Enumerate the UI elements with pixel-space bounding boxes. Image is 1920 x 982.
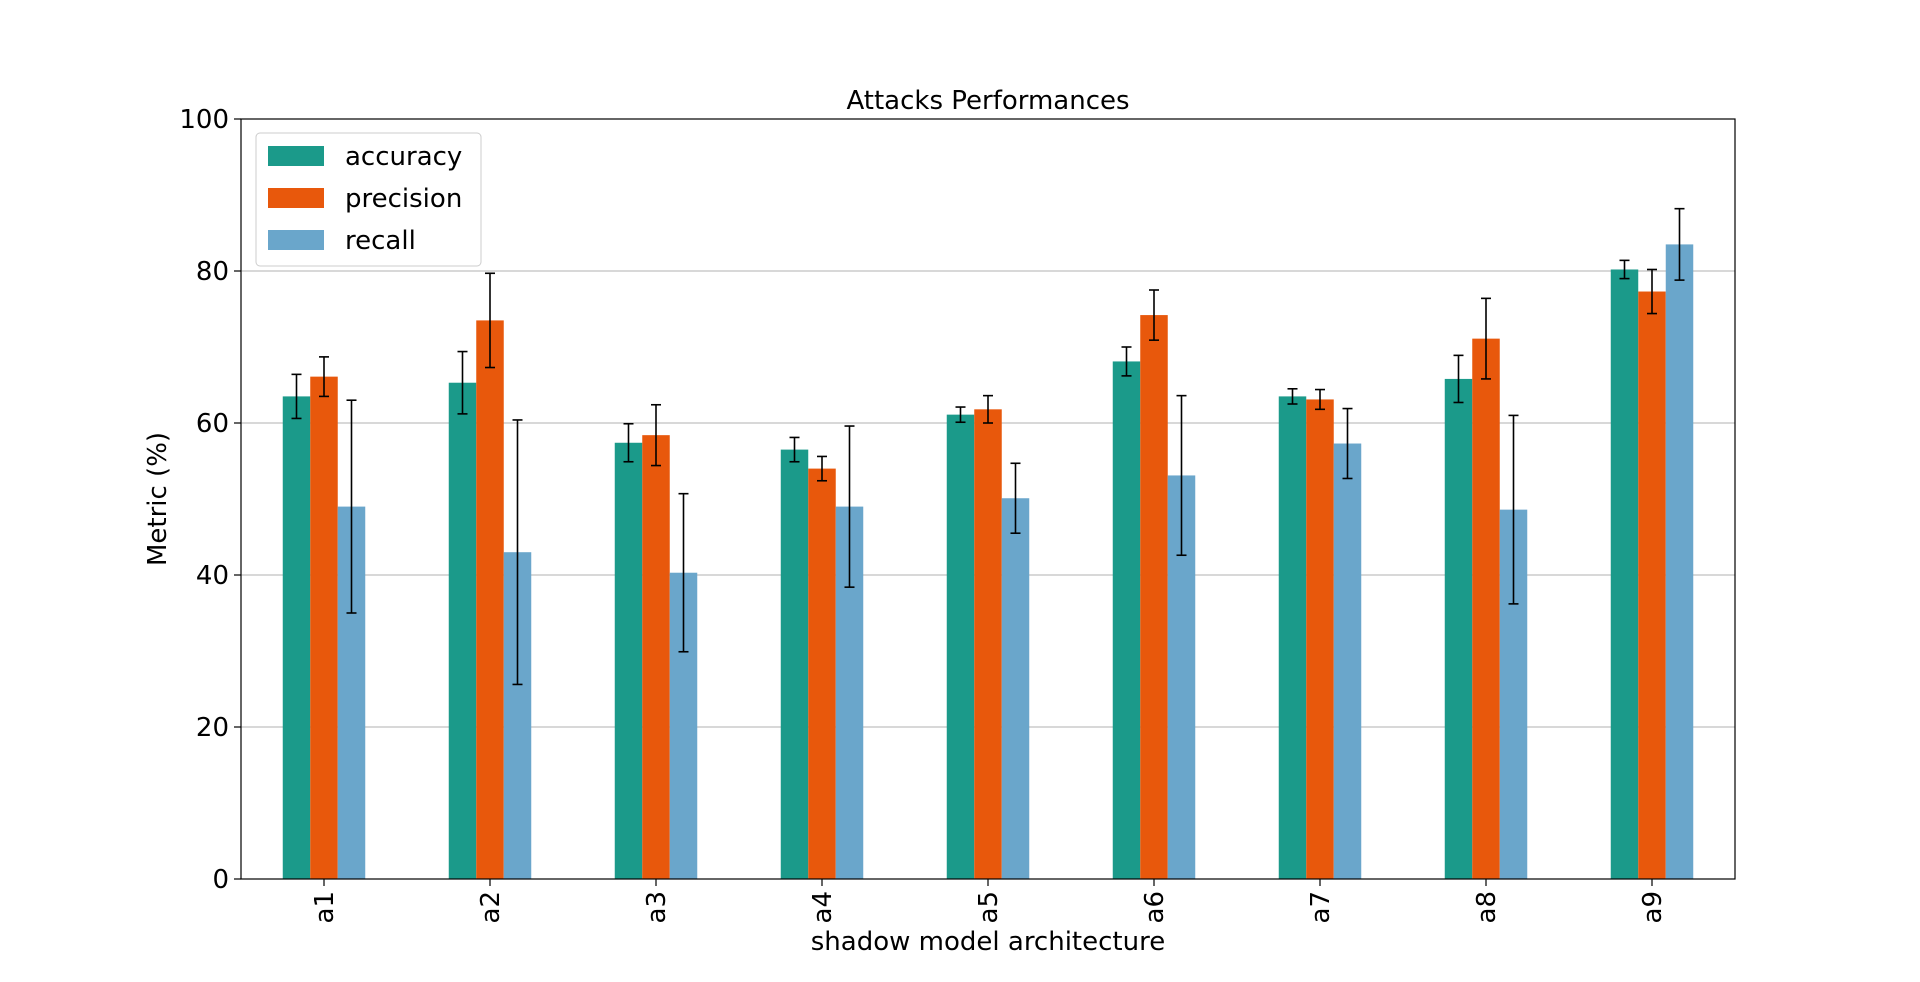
y-tick-label: 60 bbox=[196, 409, 229, 439]
error-bar-accuracy-a2 bbox=[457, 350, 468, 415]
x-axis-ticks: a1 a2 a3 a4 a5 a6 a7 a8 a9 bbox=[310, 879, 1668, 923]
bar-accuracy-a2 bbox=[448, 382, 477, 879]
x-axis-label: shadow model architecture bbox=[811, 927, 1165, 957]
y-tick-label: 20 bbox=[196, 713, 229, 743]
bar-precision-a8 bbox=[1472, 338, 1500, 879]
legend-swatch-recall bbox=[268, 230, 324, 250]
bar-precision-a2 bbox=[476, 320, 504, 879]
error-bar-recall-a7 bbox=[1342, 407, 1353, 480]
legend-label-precision: precision bbox=[345, 184, 462, 214]
x-tick-label-a1: a1 bbox=[310, 891, 340, 923]
bar-precision-a5 bbox=[974, 409, 1002, 879]
x-tick-label-a2: a2 bbox=[476, 891, 506, 923]
error-bars bbox=[291, 207, 1685, 686]
x-tick-label-a5: a5 bbox=[974, 891, 1004, 923]
bar-recall-a7 bbox=[1333, 443, 1362, 879]
bar-precision-a6 bbox=[1140, 315, 1168, 880]
bar-accuracy-a3 bbox=[614, 442, 643, 879]
bar-recall-a5 bbox=[1001, 498, 1030, 879]
error-bar-accuracy-a3 bbox=[623, 422, 634, 463]
y-tick-label: 80 bbox=[196, 257, 229, 287]
x-tick-label-a8: a8 bbox=[1472, 891, 1502, 923]
error-bar-precision-a6 bbox=[1149, 289, 1159, 341]
bar-accuracy-a1 bbox=[282, 396, 311, 879]
error-bar-recall-a1 bbox=[346, 399, 357, 614]
y-tick-label: 100 bbox=[179, 105, 229, 135]
error-bar-recall-a4 bbox=[844, 425, 855, 588]
error-bar-recall-a5 bbox=[1010, 462, 1021, 535]
bar-accuracy-a9 bbox=[1610, 269, 1639, 880]
legend-label-recall: recall bbox=[345, 226, 416, 256]
chart-title: Attacks Performances bbox=[846, 86, 1129, 116]
error-bar-precision-a2 bbox=[485, 272, 495, 369]
error-bar-precision-a5 bbox=[983, 394, 993, 424]
error-bar-recall-a3 bbox=[678, 492, 689, 653]
error-bar-precision-a1 bbox=[319, 356, 329, 398]
legend-swatch-accuracy bbox=[268, 146, 324, 166]
error-bar-precision-a3 bbox=[651, 403, 661, 467]
error-bar-accuracy-a6 bbox=[1121, 346, 1132, 377]
x-tick-label-a6: a6 bbox=[1140, 891, 1170, 923]
bars bbox=[282, 244, 1694, 880]
error-bar-recall-a9 bbox=[1674, 207, 1685, 281]
error-bar-accuracy-a1 bbox=[291, 373, 302, 420]
x-tick-label-a3: a3 bbox=[642, 891, 672, 923]
bar-accuracy-a5 bbox=[946, 414, 975, 879]
x-tick-label-a9: a9 bbox=[1638, 891, 1668, 923]
x-tick-label-a7: a7 bbox=[1306, 891, 1336, 923]
y-axis-ticks: 0 20 40 60 80 100 bbox=[179, 105, 241, 895]
error-bar-accuracy-a5 bbox=[955, 406, 966, 424]
error-bar-precision-a4 bbox=[817, 455, 827, 482]
x-tick-label-a4: a4 bbox=[808, 891, 838, 923]
error-bar-recall-a6 bbox=[1176, 394, 1187, 557]
legend: accuracy precision recall bbox=[255, 132, 482, 267]
error-bar-precision-a8 bbox=[1481, 297, 1491, 380]
error-bar-recall-a2 bbox=[512, 419, 523, 686]
bar-precision-a1 bbox=[310, 376, 338, 879]
legend-label-accuracy: accuracy bbox=[345, 142, 462, 172]
bar-accuracy-a4 bbox=[780, 449, 809, 879]
bar-accuracy-a8 bbox=[1444, 378, 1473, 879]
y-axis-label: Metric (%) bbox=[143, 432, 173, 566]
bar-precision-a4 bbox=[808, 468, 836, 879]
bar-recall-a9 bbox=[1665, 244, 1694, 879]
legend-swatch-precision bbox=[268, 188, 324, 208]
error-bar-precision-a7 bbox=[1315, 388, 1325, 411]
error-bar-accuracy-a7 bbox=[1287, 387, 1298, 405]
bar-precision-a7 bbox=[1306, 399, 1334, 879]
error-bar-recall-a8 bbox=[1508, 414, 1519, 605]
y-tick-label: 0 bbox=[212, 865, 229, 895]
error-bar-accuracy-a4 bbox=[789, 436, 800, 463]
y-tick-label: 40 bbox=[196, 561, 229, 591]
bar-accuracy-a6 bbox=[1112, 361, 1141, 879]
bar-accuracy-a7 bbox=[1278, 396, 1307, 879]
error-bar-accuracy-a8 bbox=[1453, 354, 1464, 404]
error-bar-accuracy-a9 bbox=[1619, 259, 1630, 280]
bar-precision-a9 bbox=[1638, 291, 1666, 879]
bar-precision-a3 bbox=[642, 435, 670, 879]
error-bar-precision-a9 bbox=[1647, 268, 1657, 315]
